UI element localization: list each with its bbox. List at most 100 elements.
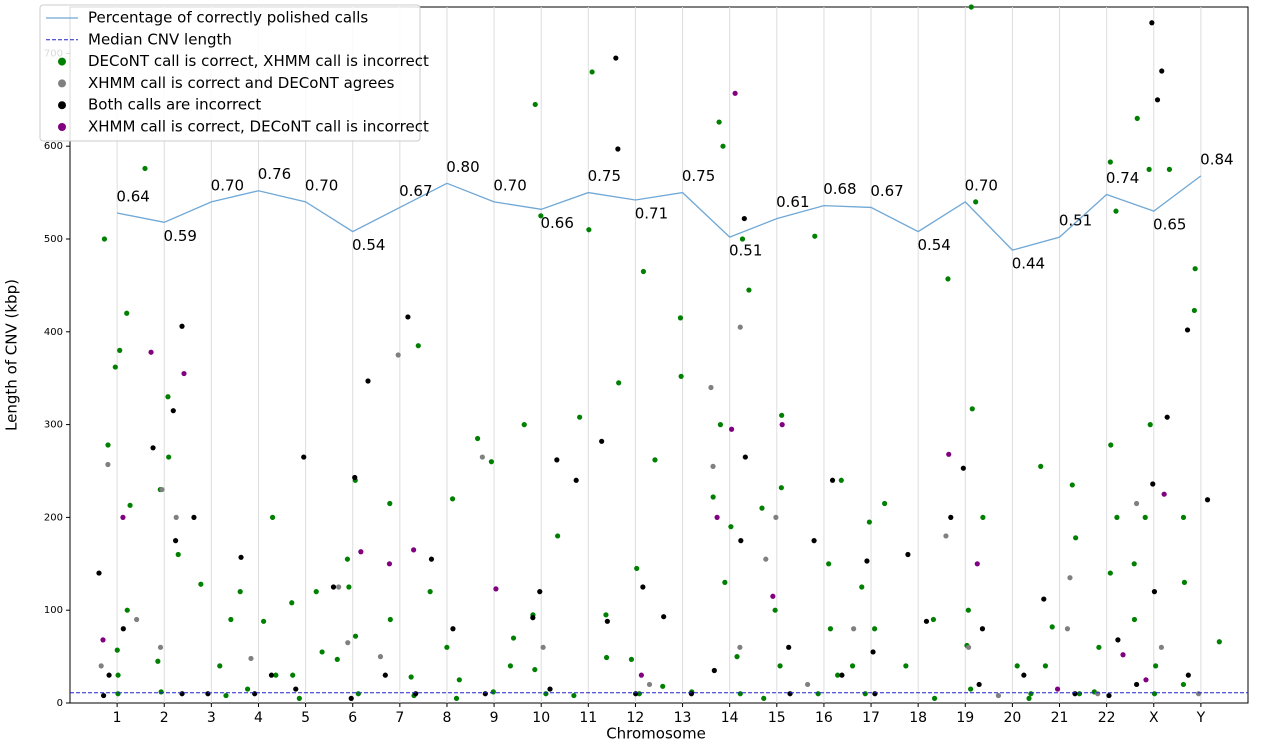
point	[237, 589, 243, 595]
point	[157, 644, 164, 650]
point	[124, 607, 130, 613]
point	[589, 69, 595, 75]
point	[616, 380, 622, 386]
point	[510, 635, 517, 641]
point	[175, 551, 181, 558]
point	[319, 649, 325, 655]
point	[872, 626, 878, 632]
point	[479, 454, 485, 460]
point	[554, 457, 560, 463]
x-tick-label: 4	[254, 710, 263, 726]
point	[960, 465, 966, 471]
point	[1107, 159, 1113, 165]
point	[474, 435, 481, 442]
point	[737, 644, 743, 650]
point	[737, 324, 743, 330]
point	[100, 692, 107, 699]
point	[1076, 691, 1083, 697]
point	[1185, 672, 1191, 678]
point	[1161, 491, 1167, 497]
point	[179, 691, 185, 697]
point	[181, 370, 187, 377]
point	[1038, 463, 1044, 469]
point	[714, 514, 720, 521]
data-label: 0.70	[965, 176, 998, 194]
point	[358, 549, 364, 555]
point	[678, 373, 684, 379]
point	[1114, 514, 1120, 521]
data-label: 0.67	[399, 182, 432, 200]
data-label: 0.61	[776, 193, 809, 211]
point	[1204, 497, 1211, 503]
x-tick-label: 1	[113, 710, 122, 726]
x-tick-label: 22	[1098, 710, 1116, 726]
point	[829, 477, 836, 483]
point	[946, 451, 952, 457]
point	[573, 477, 579, 483]
point	[1159, 68, 1165, 74]
point	[968, 686, 974, 692]
point	[603, 612, 609, 618]
point	[313, 589, 319, 595]
data-label: 0.75	[588, 167, 621, 185]
point	[411, 547, 417, 553]
point	[345, 640, 351, 646]
point	[273, 672, 279, 678]
point	[1106, 692, 1112, 699]
point	[1191, 307, 1197, 314]
point	[387, 616, 393, 623]
x-tick-label: 9	[490, 710, 499, 726]
point	[377, 654, 384, 660]
point	[777, 663, 783, 669]
y-axis-label: Length of CNV (kbp)	[3, 279, 21, 431]
point	[1049, 624, 1055, 630]
x-tick-label: 14	[721, 710, 739, 726]
x-tick-label: 11	[579, 710, 597, 726]
point	[382, 672, 388, 678]
point	[615, 146, 621, 152]
point	[387, 500, 393, 507]
point	[261, 618, 267, 624]
point	[269, 514, 276, 521]
point	[344, 556, 351, 562]
point	[248, 655, 254, 662]
x-tick-label: 7	[395, 710, 404, 726]
point	[100, 637, 106, 643]
point	[864, 558, 870, 564]
point	[453, 695, 460, 701]
point	[722, 579, 728, 585]
point	[1154, 97, 1161, 103]
point	[1069, 482, 1075, 488]
point	[688, 691, 695, 697]
point	[710, 463, 716, 469]
point	[599, 438, 605, 444]
point	[547, 686, 553, 692]
x-tick-label: 8	[442, 710, 451, 726]
point	[1054, 686, 1061, 692]
point	[112, 364, 118, 370]
point	[490, 689, 496, 695]
legend-label: Percentage of correctly polished calls	[88, 9, 368, 27]
legend-label: Both calls are incorrect	[88, 96, 261, 114]
point	[839, 672, 845, 678]
point	[1041, 596, 1047, 602]
point	[965, 644, 972, 650]
x-tick-label: 3	[207, 710, 216, 726]
point	[532, 666, 538, 673]
point	[613, 55, 619, 61]
point	[1131, 616, 1138, 623]
point	[150, 445, 156, 451]
point	[165, 394, 171, 400]
point	[198, 581, 204, 587]
y-tick-label: 0	[57, 698, 63, 709]
data-label: 0.64	[116, 188, 149, 206]
point	[1113, 208, 1119, 214]
x-tick-label: 6	[348, 710, 357, 726]
point	[1026, 695, 1032, 701]
point	[155, 658, 161, 664]
point	[456, 677, 462, 683]
data-label: 0.76	[258, 165, 291, 183]
point	[105, 442, 111, 448]
point	[805, 681, 811, 688]
point	[530, 615, 536, 621]
